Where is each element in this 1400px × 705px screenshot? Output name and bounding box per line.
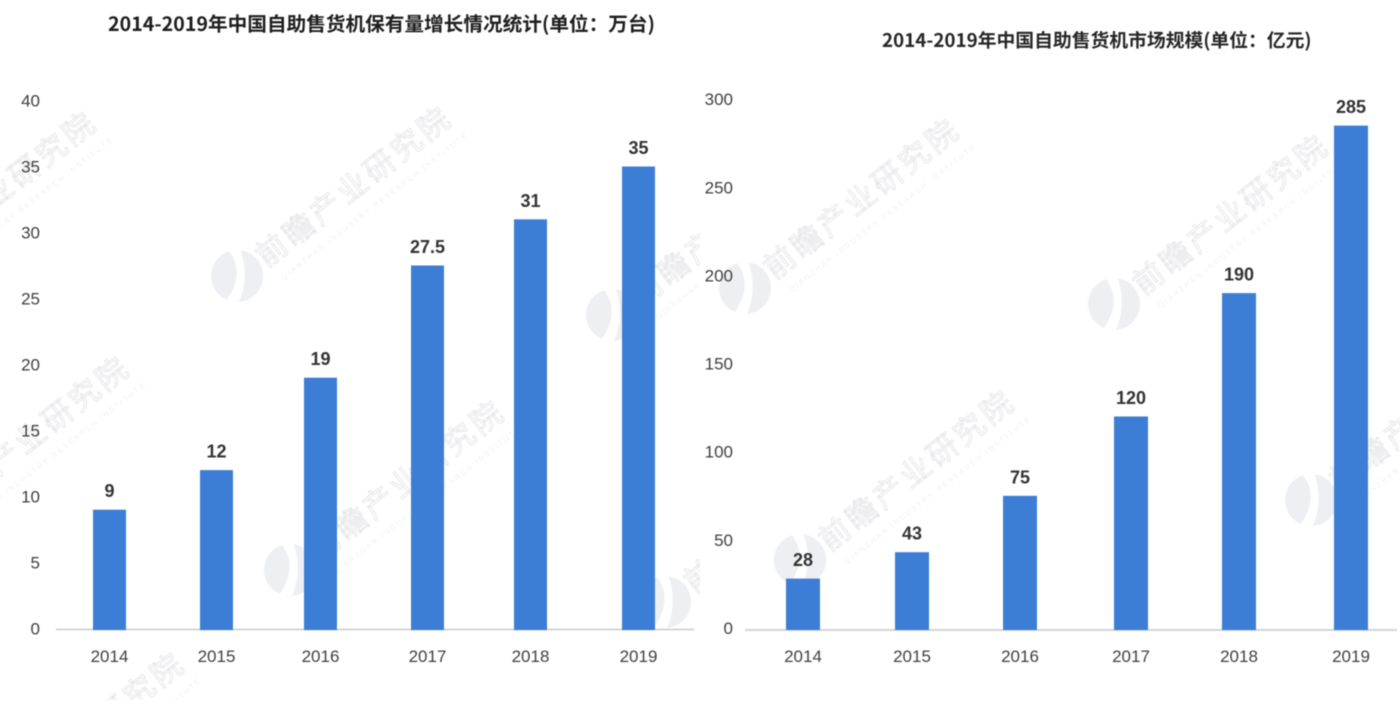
svg-text:27.5: 27.5 <box>410 237 445 257</box>
svg-text:2017: 2017 <box>409 647 447 666</box>
svg-text:43: 43 <box>902 524 922 544</box>
svg-text:2014: 2014 <box>91 647 129 666</box>
svg-text:2018: 2018 <box>1220 647 1258 666</box>
svg-text:2018: 2018 <box>512 647 550 666</box>
svg-text:100: 100 <box>705 443 733 462</box>
svg-text:5: 5 <box>31 554 40 573</box>
svg-text:0: 0 <box>31 620 40 639</box>
svg-text:120: 120 <box>1116 388 1146 408</box>
svg-text:250: 250 <box>705 178 733 197</box>
svg-text:0: 0 <box>724 619 733 638</box>
svg-text:2014: 2014 <box>784 647 822 666</box>
svg-text:30: 30 <box>21 224 40 243</box>
svg-text:2015: 2015 <box>893 647 931 666</box>
svg-text:31: 31 <box>520 191 540 211</box>
svg-text:12: 12 <box>206 442 226 462</box>
svg-text:190: 190 <box>1224 265 1254 285</box>
svg-text:35: 35 <box>628 138 648 158</box>
svg-text:19: 19 <box>310 349 330 369</box>
svg-text:150: 150 <box>705 355 733 374</box>
svg-text:2019: 2019 <box>1332 647 1370 666</box>
svg-text:2017: 2017 <box>1112 647 1150 666</box>
svg-text:200: 200 <box>705 267 733 286</box>
svg-text:50: 50 <box>714 531 733 550</box>
svg-text:15: 15 <box>21 422 40 441</box>
svg-text:25: 25 <box>21 290 40 309</box>
svg-text:2016: 2016 <box>1001 647 1039 666</box>
svg-text:75: 75 <box>1010 467 1030 487</box>
svg-text:28: 28 <box>793 550 813 570</box>
svg-text:9: 9 <box>104 481 114 501</box>
svg-text:10: 10 <box>21 488 40 507</box>
svg-text:20: 20 <box>21 356 40 375</box>
svg-text:2016: 2016 <box>302 647 340 666</box>
svg-text:2015: 2015 <box>198 647 236 666</box>
svg-text:285: 285 <box>1336 97 1366 117</box>
svg-text:300: 300 <box>705 90 733 109</box>
svg-text:40: 40 <box>21 92 40 111</box>
svg-text:35: 35 <box>21 158 40 177</box>
svg-text:2019: 2019 <box>620 647 658 666</box>
